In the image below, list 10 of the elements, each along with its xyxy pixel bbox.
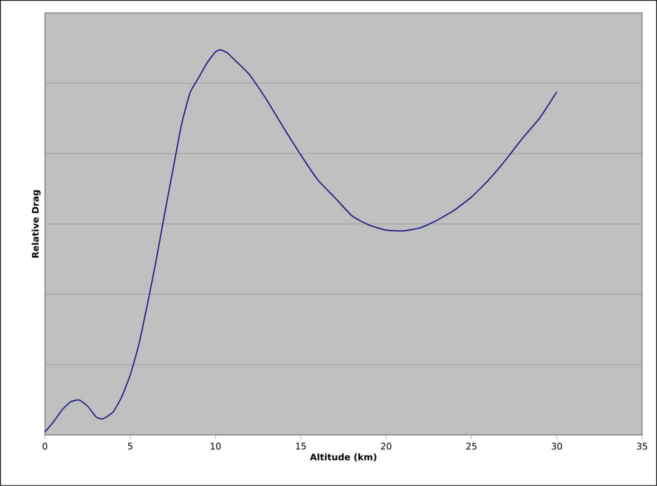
x-tick-label: 0 [42,442,48,450]
x-tick-label: 25 [466,442,476,450]
x-tick-label: 15 [296,442,306,450]
x-tick-label: 20 [381,442,392,450]
x-tick-label: 10 [210,442,221,450]
y-axis-title: Relative Drag [32,190,41,258]
x-tick-label: 30 [552,442,562,450]
x-axis-title: Altitude (km) [310,453,376,462]
x-tick-label: 5 [128,442,132,450]
x-tick-label: 35 [637,442,648,450]
